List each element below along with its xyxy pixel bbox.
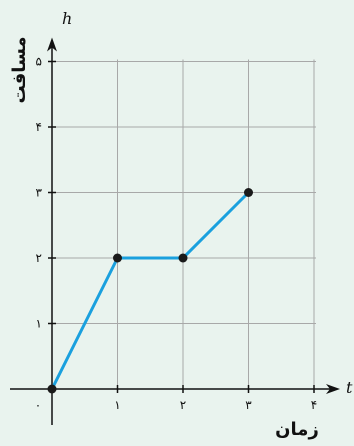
x-tick-label: ۱ [114,398,120,412]
data-point [244,188,253,197]
y-axis-arrow [47,37,57,52]
x-axis-arrow [326,384,340,394]
x-axis-title: زمان [275,419,319,440]
y-axis-symbol: h [62,9,72,28]
y-tick-label: ۱ [36,317,42,331]
x-tick-label: ۲ [180,398,186,412]
x-tick-label: ۴ [311,398,317,412]
data-point [47,384,57,394]
origin-label: ۰ [35,398,41,412]
data-point [178,253,188,263]
y-tick-label: ۳ [36,186,43,200]
x-tick-label: ۳ [245,398,252,412]
x-axis-symbol: t [346,378,353,397]
y-tick-label: ۲ [36,251,42,265]
data-point [113,253,122,263]
series-line [50,191,250,391]
y-tick-label: ۴ [36,120,42,134]
y-tick-label: ۵ [36,55,42,69]
